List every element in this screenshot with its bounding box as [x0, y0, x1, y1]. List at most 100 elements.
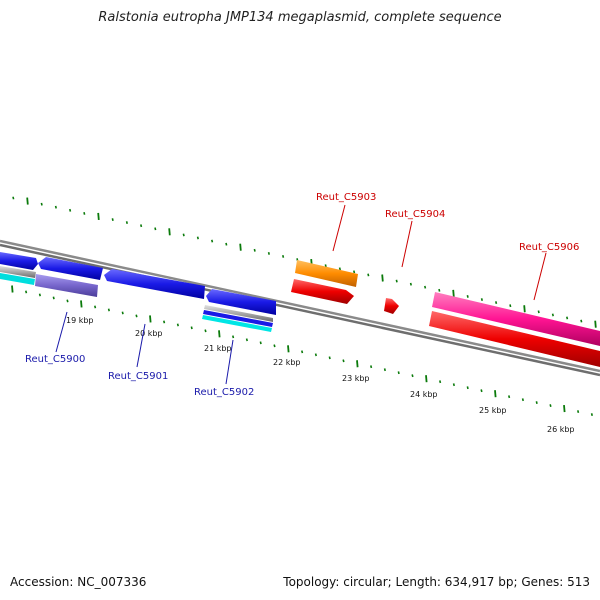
- minor-tick: [182, 233, 185, 237]
- minor-tick: [424, 285, 427, 289]
- gene-feature[interactable]: [0, 266, 36, 278]
- gene-feature[interactable]: [0, 273, 35, 285]
- major-tick: [239, 243, 242, 251]
- gene-label-reut-c5906[interactable]: Reut_C5906: [519, 242, 579, 253]
- minor-tick: [452, 383, 455, 387]
- minor-tick: [577, 410, 580, 414]
- gene-label-reut-c5902[interactable]: Reut_C5902: [194, 387, 254, 398]
- minor-tick: [54, 205, 57, 209]
- minor-tick: [12, 196, 15, 200]
- minor-tick: [107, 308, 110, 312]
- minor-tick: [397, 371, 400, 375]
- upper-tick-row: [12, 196, 597, 328]
- major-tick: [425, 375, 428, 383]
- major-tick: [149, 315, 152, 323]
- gene-feature[interactable]: [203, 310, 273, 327]
- major-tick: [356, 360, 359, 368]
- gene-arrow[interactable]: [38, 257, 103, 280]
- backbone: [0, 239, 600, 377]
- minor-tick: [25, 290, 28, 294]
- map-title: Ralstonia eutropha JMP134 megaplasmid, c…: [98, 10, 502, 25]
- gene-feature[interactable]: [204, 305, 273, 322]
- minor-tick: [566, 316, 569, 320]
- minor-tick: [253, 248, 256, 252]
- kbp-labels: 19 kbp 20 kbp 21 kbp 22 kbp 23 kbp 24 kb…: [66, 316, 575, 434]
- kbp-label-23: 23 kbp: [342, 374, 370, 383]
- gene-feature[interactable]: [35, 274, 98, 297]
- minor-tick: [38, 293, 41, 297]
- kbp-label-25: 25 kbp: [479, 406, 507, 415]
- minor-tick: [154, 227, 157, 231]
- gene-labels-top: Reut_C5903 Reut_C5904 Reut_C5906: [316, 192, 579, 253]
- gene-feature[interactable]: [202, 315, 272, 332]
- gene-arrow[interactable]: [206, 289, 276, 315]
- major-tick: [287, 345, 290, 353]
- minor-tick: [395, 279, 398, 283]
- gene-reut-c5903-orange[interactable]: [295, 260, 358, 287]
- major-tick: [452, 289, 455, 297]
- minor-tick: [480, 389, 483, 393]
- minor-tick: [324, 264, 327, 268]
- gene-reut-c5906[interactable]: [432, 292, 600, 346]
- minor-tick: [163, 320, 166, 324]
- kbp-label-21: 21 kbp: [204, 344, 232, 353]
- minor-tick: [411, 374, 414, 378]
- gene-reut-c5904[interactable]: [384, 298, 399, 314]
- minor-tick: [40, 202, 43, 206]
- minor-tick: [521, 398, 524, 402]
- minor-tick: [438, 288, 441, 292]
- minor-tick: [111, 218, 114, 221]
- gene-arrow[interactable]: [0, 252, 38, 270]
- major-tick: [594, 320, 597, 328]
- minor-tick: [273, 344, 276, 348]
- gene-label-reut-c5903[interactable]: Reut_C5903: [316, 192, 376, 203]
- gene-red-long[interactable]: [429, 311, 600, 367]
- sequence-summary: Topology: circular; Length: 634,917 bp; …: [283, 575, 590, 589]
- major-tick: [218, 330, 221, 338]
- minor-tick: [69, 208, 72, 212]
- gene-labels-bottom: Reut_C5900 Reut_C5901 Reut_C5902: [25, 354, 254, 398]
- minor-tick: [245, 338, 248, 342]
- minor-tick: [580, 319, 583, 323]
- minor-tick: [232, 335, 235, 339]
- major-tick: [26, 197, 29, 205]
- major-tick: [494, 390, 497, 398]
- gene-label-reut-c5900[interactable]: Reut_C5900: [25, 354, 85, 365]
- minor-tick: [328, 356, 331, 360]
- minor-tick: [537, 310, 540, 314]
- minor-tick: [176, 323, 179, 327]
- minor-tick: [314, 353, 317, 357]
- gene-label-reut-c5901[interactable]: Reut_C5901: [108, 371, 168, 382]
- minor-tick: [370, 365, 373, 369]
- label-leader-lines: [55, 204, 547, 385]
- minor-tick: [495, 301, 498, 305]
- minor-tick: [466, 386, 469, 390]
- minor-tick: [225, 242, 228, 246]
- minor-tick: [342, 359, 345, 363]
- minor-tick: [383, 368, 386, 372]
- minor-tick: [94, 305, 97, 309]
- lower-tick-row: [11, 285, 593, 417]
- minor-tick: [466, 295, 469, 298]
- minor-tick: [190, 326, 193, 330]
- gene-label-reut-c5904[interactable]: Reut_C5904: [385, 209, 445, 220]
- kbp-label-19: 19 kbp: [66, 316, 94, 325]
- gene-arrow[interactable]: [104, 269, 205, 299]
- minor-tick: [439, 380, 442, 384]
- minor-tick: [590, 413, 593, 417]
- minor-tick: [549, 404, 552, 408]
- minor-tick: [267, 251, 270, 255]
- minor-tick: [367, 273, 370, 277]
- gene-reut-c5903-red[interactable]: [291, 279, 354, 304]
- kbp-label-20: 20 kbp: [135, 329, 163, 338]
- kbp-label-26: 26 kbp: [547, 425, 575, 434]
- minor-tick: [121, 311, 124, 315]
- minor-tick: [259, 341, 262, 345]
- gene-track-left: [0, 252, 276, 332]
- minor-tick: [83, 211, 86, 215]
- minor-tick: [211, 239, 214, 243]
- major-tick: [80, 300, 83, 308]
- minor-tick: [140, 224, 143, 228]
- minor-tick: [508, 395, 511, 399]
